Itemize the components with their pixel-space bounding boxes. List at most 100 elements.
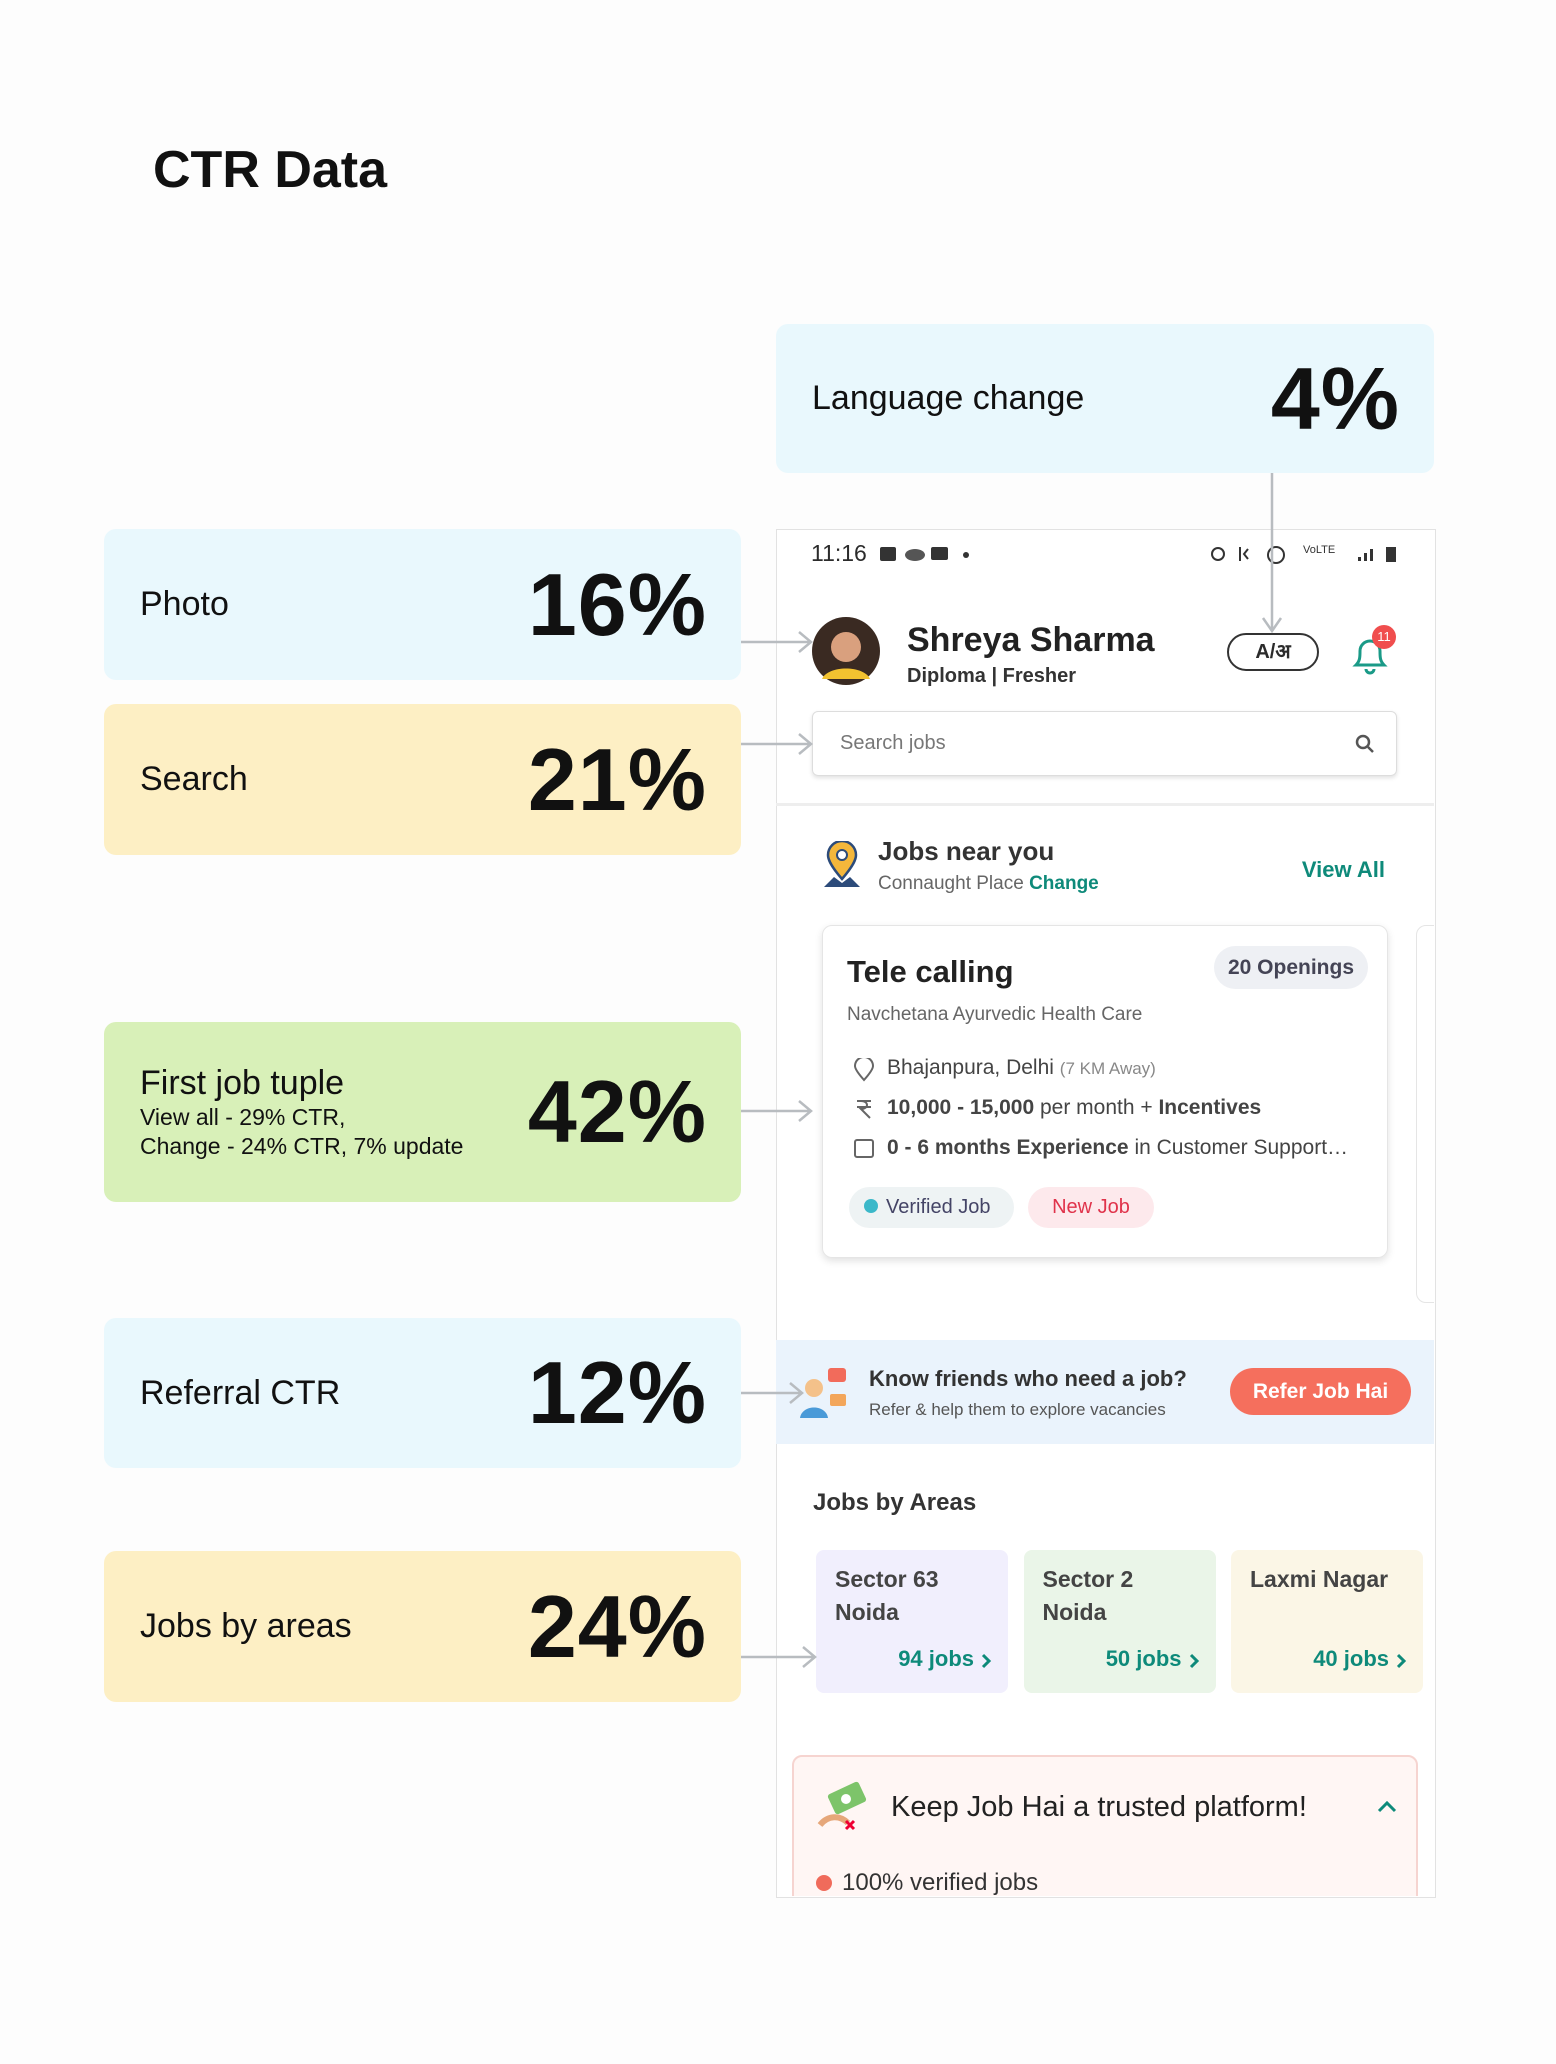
trust-item: 100% verified jobs [842,1869,1039,1896]
distance: (7 KM Away) [1059,1059,1156,1078]
experience-row: 0 - 6 months Experience in Customer Supp… [887,1136,1377,1160]
company: Navchetana Ayurvedic Health Care [847,1004,1143,1025]
trust-title: Keep Job Hai a trusted platform! [891,1791,1307,1823]
chevron [1396,1653,1407,1669]
language-button[interactable]: A/अ [1227,633,1319,671]
callout-value: 4% [1270,348,1400,448]
search-placeholder: Search jobs [840,732,946,754]
verified-badge: Verified Job [849,1187,1014,1228]
arrow [741,631,813,653]
trust-icon [817,1781,867,1831]
callout: Photo 16% [104,529,741,680]
arrow [741,1382,804,1404]
view-all-link[interactable]: View All [1301,857,1385,882]
callout-value: 21% [527,729,707,829]
area-jobs: 50 jobs [1105,1646,1182,1671]
callout-text: Jobs by areas [140,1607,352,1646]
referral-subtitle: Refer & help them to explore vacancies [869,1400,1166,1419]
profile-name: Shreya Sharma [907,621,1155,659]
app-content: 11:16 VoLTE Shreya Sharma Diploma | Fres… [776,529,1434,1896]
referral-band: Know friends who need a job? Refer & hel… [776,1340,1434,1444]
avatar [812,617,880,685]
referral-title: Know friends who need a job? [869,1366,1187,1391]
area-name: Sector 63 [835,1566,939,1592]
change-link[interactable]: Change [1029,873,1099,894]
notification-count: 11 [1372,625,1396,649]
arrow [741,1100,813,1122]
badge-text: Verified Job [886,1196,991,1218]
area-card[interactable]: Sector 2 Noida 50 jobs [1023,1550,1216,1693]
area-name: Laxmi Nagar [1250,1566,1389,1592]
incentives: Incentives [1158,1096,1262,1119]
job-title: Tele calling [847,954,1014,989]
location: Connaught Place [878,873,1024,894]
callout: First job tuple View all - 29% CTR, Change… [104,1022,741,1202]
search-icon [1355,734,1374,753]
area-jobs: 94 jobs [898,1646,974,1671]
area-name: Noida [835,1599,899,1625]
callout-value: 42% [527,1062,707,1161]
arrow [741,1646,817,1668]
location-row: Connaught Place Change [878,873,1099,895]
callout-label: Photo [140,585,229,623]
experience: 0 - 6 months Experience [887,1136,1129,1159]
area-name: Sector 2 [1042,1566,1134,1592]
callout-label: Jobs by areas [140,1607,352,1645]
callout: Jobs by areas 24% [104,1551,741,1702]
area-card[interactable]: Sector 63 Noida 94 jobs [816,1550,1008,1693]
referral-icon [800,1368,846,1418]
divider [776,803,1434,806]
experience-detail: in Customer Support… [1134,1136,1349,1159]
profile-subtitle: Diploma | Fresher [907,665,1076,687]
callout-detail: Change - 24% CTR, 7% update [140,1132,464,1159]
trust-card: Keep Job Hai a trusted platform! 100% ve… [792,1755,1418,1896]
callout-label: Search [140,760,248,798]
status-time: 11:16 [811,540,867,566]
search-box[interactable]: Search jobs [812,711,1397,776]
pin-icon [824,841,860,887]
callout-text: Search [140,760,248,799]
chevron [1189,1653,1199,1669]
callout-text: Language change [812,379,1084,418]
chevron [981,1653,992,1669]
salary: 10,000 - 15,000 [887,1096,1035,1119]
area-card[interactable]: Laxmi Nagar 40 jobs [1231,1550,1423,1693]
job-location: Bhajanpura, Delhi [887,1056,1054,1079]
row-icons [853,1058,875,1158]
callout-label: Referral CTR [140,1373,341,1412]
jobs-by-areas-title: Jobs by Areas [813,1489,977,1516]
refer-button[interactable]: Refer Job Hai [1230,1368,1411,1415]
job-card[interactable]: Tele calling 20 Openings Navchetana Ayur… [822,925,1388,1258]
status-icons-right: VoLTE [1211,544,1396,564]
page-title: CTR Data [153,141,388,199]
next-card-edge [1416,925,1434,1303]
arrow [1261,473,1283,634]
bell-icon[interactable] [1348,633,1392,677]
salary-row: 10,000 - 15,000 per month + Incentives [887,1096,1261,1120]
openings-pill: 20 Openings [1214,946,1368,989]
location-row: Bhajanpura, Delhi (7 KM Away) [887,1056,1156,1080]
callout: Language change 4% [776,324,1434,473]
callout: Referral CTR 12% [104,1318,741,1468]
callout-value: 16% [527,554,707,654]
callout-value: 24% [527,1576,707,1676]
callout-value: 12% [527,1343,707,1442]
callout-detail: View all - 29% CTR, [140,1103,346,1130]
area-name: Noida [1042,1599,1107,1625]
callout-label: Language change [812,379,1085,417]
new-badge: New Job [1028,1187,1154,1228]
callout-text: First job tuple View all - 29% CTR, Change… [140,1064,463,1161]
collapse-icon[interactable] [1376,1799,1398,1815]
bullet [816,1875,832,1891]
arrow [741,733,813,755]
callout-text: Referral CTR [140,1374,340,1413]
svg-text:VoLTE: VoLTE [1303,544,1335,556]
callout-label: First job tuple [140,1063,345,1102]
area-jobs: 40 jobs [1313,1646,1389,1671]
jobs-near-title: Jobs near you [878,836,1055,866]
status-icons [880,547,969,561]
salary-period: per month + [1039,1096,1153,1119]
callout-text: Photo [140,585,229,624]
